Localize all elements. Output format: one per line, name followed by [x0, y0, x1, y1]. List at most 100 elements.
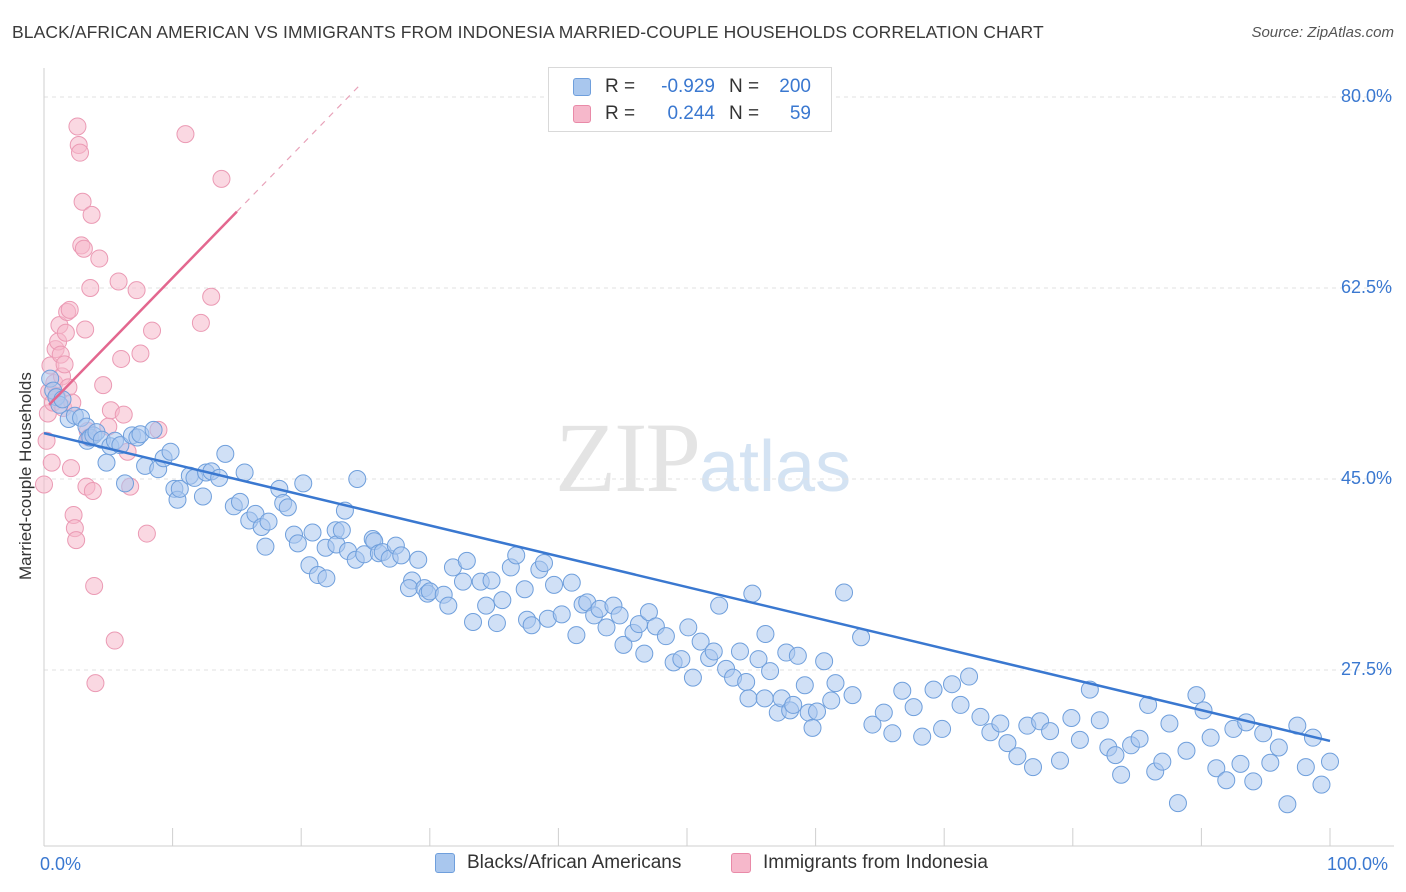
indonesia-trend-extension [236, 85, 360, 213]
indonesia-point [68, 117, 87, 136]
indonesia-point [143, 321, 162, 340]
legend-r-value: -0.929 [661, 76, 715, 97]
black-point [515, 580, 534, 599]
black-point [784, 695, 803, 714]
black-point [755, 689, 774, 708]
black-point [1062, 709, 1081, 728]
indonesia-point [114, 405, 133, 424]
black-point [294, 474, 313, 493]
black-point [303, 523, 322, 542]
black-point [409, 550, 428, 569]
black-point [691, 632, 710, 651]
indonesia-point [191, 313, 210, 332]
black-point [1217, 771, 1236, 790]
legend-swatch-indonesia [573, 105, 591, 123]
indonesia-point [112, 349, 131, 368]
legend-n-value: 59 [789, 103, 811, 124]
watermark-atlas: atlas [699, 427, 852, 507]
y-axis-label: Married-couple Households [16, 372, 35, 580]
black-point [317, 569, 336, 588]
black-point [803, 718, 822, 737]
black-point [960, 667, 979, 686]
black-point [1296, 758, 1315, 777]
indonesia-point [94, 376, 113, 395]
indonesia-point [67, 531, 86, 550]
watermark-zip: ZIP [555, 402, 701, 513]
black-point [562, 573, 581, 592]
black-point [610, 606, 629, 625]
correlation-legend: R = -0.929 N = 200 R = 0.244 N = 59 [548, 67, 832, 132]
indonesia-point [71, 143, 90, 162]
series-legend-label: Immigrants from Indonesia [763, 852, 988, 873]
black-point [1244, 772, 1263, 791]
series-legend-black: Blacks/African Americans [435, 852, 681, 874]
black-point [614, 635, 633, 654]
indonesia-point [55, 355, 74, 374]
legend-n-label: N = [729, 103, 760, 124]
x-tick-max: 100.0% [1327, 854, 1389, 874]
y-tick-label: 45.0% [1340, 468, 1392, 488]
black-point [193, 487, 212, 506]
black-point [883, 724, 902, 743]
black-point [756, 624, 775, 643]
black-point [259, 512, 278, 531]
black-point [332, 521, 351, 540]
axes [43, 68, 1394, 847]
black-point [288, 534, 307, 553]
indonesia-point [56, 323, 75, 342]
black-point [826, 674, 845, 693]
black-point [808, 702, 827, 721]
legend-n-label: N = [729, 76, 760, 97]
black-point [348, 470, 367, 488]
black-point [683, 668, 702, 687]
black-point [567, 626, 586, 645]
black-point [739, 689, 758, 708]
black-point [749, 650, 768, 669]
black-point [904, 698, 923, 717]
black-point [97, 453, 116, 472]
indonesia-point [73, 192, 92, 211]
indonesia-point [86, 674, 105, 693]
black-point [399, 579, 418, 598]
black-point [1041, 722, 1060, 741]
black-point [1153, 752, 1172, 771]
black-point [453, 572, 472, 591]
black-point [1090, 711, 1109, 730]
indonesia-trend-line [48, 210, 238, 406]
y-axis-label-wrap: Married-couple Households [16, 372, 36, 830]
indonesia-point [60, 300, 79, 319]
black-point [998, 734, 1017, 753]
black-point [278, 498, 297, 517]
indonesia-point [42, 453, 61, 472]
black-point [235, 463, 254, 482]
black-point [933, 719, 952, 738]
legend-r-value: 0.244 [667, 103, 715, 124]
black-point [704, 642, 723, 661]
black-point [743, 584, 762, 603]
indonesia-points [35, 117, 231, 693]
black-point [1160, 714, 1179, 733]
black-point [822, 691, 841, 710]
black-point [256, 537, 275, 556]
black-point [522, 616, 541, 635]
black-point [216, 444, 235, 463]
legend-r-label: R = [605, 103, 636, 124]
legend-r-label: R = [605, 76, 636, 97]
black-point [457, 551, 476, 570]
black-point [1321, 752, 1339, 771]
indonesia-point [37, 431, 56, 450]
black-point [1168, 794, 1187, 813]
x-tick-min: 0.0% [40, 854, 82, 874]
series-legend: Blacks/African Americans Immigrants from… [0, 852, 1406, 878]
black-point [487, 614, 506, 633]
black-point [161, 442, 180, 461]
indonesia-point [109, 272, 128, 291]
indonesia-point [202, 287, 221, 306]
black-point [1051, 751, 1070, 770]
black-point [170, 479, 189, 498]
black-point [730, 642, 749, 661]
black-point [1024, 758, 1043, 777]
black-point [737, 673, 756, 692]
black-point [761, 662, 780, 681]
